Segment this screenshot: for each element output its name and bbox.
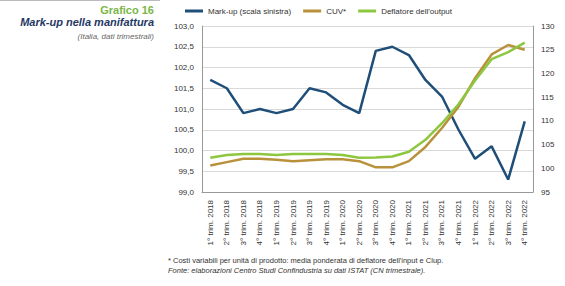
svg-text:101,5: 101,5	[174, 84, 195, 93]
svg-text:4° trim. 2022: 4° trim. 2022	[520, 199, 529, 245]
svg-text:103,0: 103,0	[174, 22, 195, 31]
svg-text:2° trim. 2022: 2° trim. 2022	[487, 199, 496, 245]
svg-text:2° trim. 2018: 2° trim. 2018	[222, 199, 231, 245]
svg-text:4° trim. 2019: 4° trim. 2019	[322, 199, 331, 245]
svg-text:CUV*: CUV*	[326, 7, 346, 16]
svg-text:2° trim. 2020: 2° trim. 2020	[355, 199, 364, 245]
svg-text:3° trim. 2022: 3° trim. 2022	[504, 199, 513, 245]
svg-text:3° trim. 2018: 3° trim. 2018	[239, 199, 248, 245]
svg-text:101,0: 101,0	[174, 105, 195, 114]
svg-text:99,5: 99,5	[178, 167, 194, 176]
html-text:(Italia, dati trimestrali): (Italia, dati trimestrali)	[77, 32, 154, 41]
svg-text:3° trim. 2021: 3° trim. 2021	[437, 199, 446, 245]
svg-text:4° trim. 2018: 4° trim. 2018	[255, 199, 264, 245]
html-text:Fonte: elaborazioni Centro Stu: Fonte: elaborazioni Centro Studi Confind…	[168, 266, 426, 275]
svg-text:120: 120	[541, 69, 555, 78]
svg-text:99,0: 99,0	[178, 188, 194, 197]
html-text:Grafico 16: Grafico 16	[100, 4, 154, 16]
svg-text:4° trim. 2020: 4° trim. 2020	[388, 199, 397, 245]
svg-text:1° trim. 2022: 1° trim. 2022	[471, 199, 480, 245]
svg-text:4° trim. 2021: 4° trim. 2021	[454, 199, 463, 245]
svg-text:2° trim. 2019: 2° trim. 2019	[289, 199, 298, 245]
html-text:* Costi variabili per unità di: * Costi variabili per unità di prodotto:…	[168, 256, 444, 265]
svg-text:100,0: 100,0	[174, 146, 195, 155]
svg-text:1° trim. 2019: 1° trim. 2019	[272, 199, 281, 245]
svg-text:3° trim. 2019: 3° trim. 2019	[305, 199, 314, 245]
svg-text:Mark-up (scala sinistra): Mark-up (scala sinistra)	[208, 7, 291, 16]
svg-text:2° trim. 2021: 2° trim. 2021	[421, 199, 430, 245]
svg-text:1° trim. 2020: 1° trim. 2020	[338, 199, 347, 245]
svg-text:95: 95	[541, 188, 550, 197]
svg-text:1° trim. 2018: 1° trim. 2018	[206, 199, 215, 245]
svg-text:Deflatore dell'output: Deflatore dell'output	[381, 7, 453, 16]
svg-text:100,5: 100,5	[174, 125, 195, 134]
svg-text:125: 125	[541, 45, 555, 54]
svg-text:1° trim. 2021: 1° trim. 2021	[404, 199, 413, 245]
svg-text:100: 100	[541, 164, 555, 173]
svg-text:115: 115	[541, 93, 554, 102]
svg-text:102,0: 102,0	[174, 63, 195, 72]
svg-text:102,5: 102,5	[174, 42, 195, 51]
html-text:Mark-up nella manifattura: Mark-up nella manifattura	[20, 16, 154, 28]
svg-text:110: 110	[541, 116, 554, 125]
svg-text:130: 130	[541, 22, 555, 31]
svg-text:105: 105	[541, 140, 555, 149]
svg-text:3° trim. 2020: 3° trim. 2020	[371, 199, 380, 245]
